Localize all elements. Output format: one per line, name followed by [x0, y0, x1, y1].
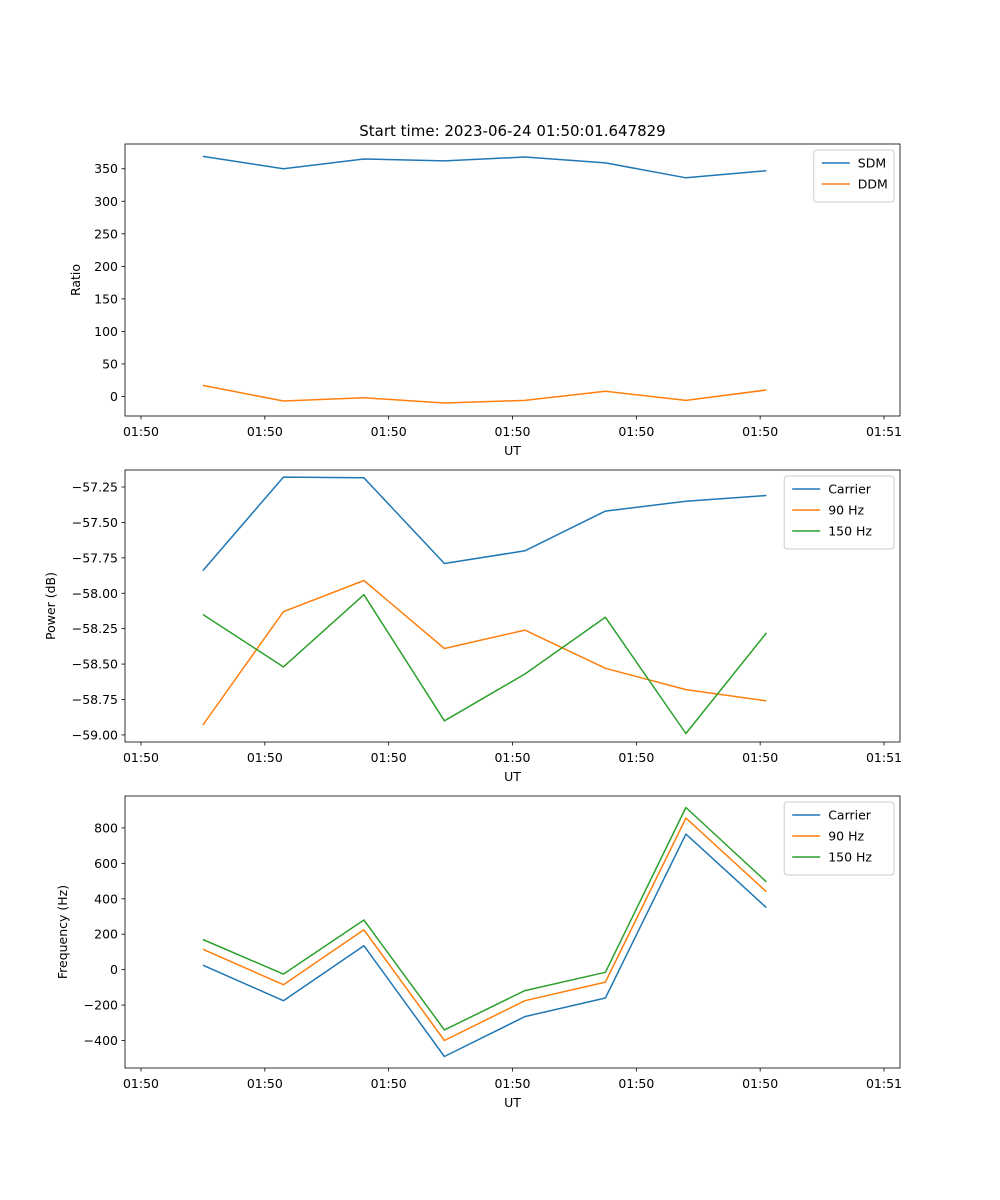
y-tick-label: −400	[84, 1033, 118, 1048]
legend-label: 150 Hz	[828, 524, 872, 539]
series-line-90-hz	[202, 579, 767, 726]
x-tick-label: 01:50	[618, 1076, 654, 1091]
x-tick-label: 01:50	[742, 750, 778, 765]
x-axis-label: UT	[504, 769, 521, 784]
y-tick-label: −58.00	[72, 586, 118, 601]
series-line-carrier	[202, 476, 767, 572]
panel-3: −400 −200 0 200 400 600 800 01:50 01:50 01:50 01:5…	[55, 795, 902, 1110]
x-tick-label: 01:50	[247, 1076, 283, 1091]
legend-label: Carrier	[828, 482, 872, 497]
series-line-150-hz	[202, 806, 767, 1031]
x-tick-label: 01:50	[371, 1076, 407, 1091]
legend: SDM DDM	[813, 149, 895, 203]
x-tick-label: 01:50	[247, 424, 283, 439]
y-tick-label: 400	[94, 891, 118, 906]
y-tick-label: −58.25	[72, 621, 118, 636]
x-tick-label: 01:51	[866, 750, 902, 765]
y-tick-label: −58.75	[72, 692, 118, 707]
x-tick-label: 01:50	[618, 750, 654, 765]
panel-1: 0 50 100 150 200 250 300 350 01:50 01:50 01:50 01:5…	[68, 143, 902, 458]
x-axis-label: UT	[504, 1095, 521, 1110]
legend-label: 150 Hz	[828, 850, 872, 865]
y-tick-label: 200	[94, 259, 118, 274]
legend-label: 90 Hz	[828, 829, 864, 844]
y-tick-label: −59.00	[72, 727, 118, 742]
x-tick-label: 01:50	[123, 424, 159, 439]
y-tick-label: 200	[94, 927, 118, 942]
series-line-sdm	[202, 155, 767, 179]
axes-frame	[124, 143, 901, 417]
y-tick-label: −57.50	[72, 515, 118, 530]
x-tick-label: 01:50	[123, 1076, 159, 1091]
y-tick-label: 600	[94, 856, 118, 871]
y-tick-label: −57.25	[72, 480, 118, 495]
x-tick-label: 01:51	[866, 1076, 902, 1091]
x-tick-label: 01:50	[247, 750, 283, 765]
y-axis-label: Ratio	[68, 264, 83, 296]
y-tick-label: 350	[94, 161, 118, 176]
x-tick-label: 01:50	[618, 424, 654, 439]
y-tick-label: 150	[94, 291, 118, 306]
y-tick-label: 800	[94, 820, 118, 835]
y-tick-label: 50	[102, 356, 118, 371]
y-tick-label: 0	[110, 389, 118, 404]
legend-label: 90 Hz	[828, 503, 864, 518]
x-tick-label: 01:50	[494, 424, 530, 439]
series-line-150-hz	[202, 593, 767, 735]
series-line-ddm	[202, 384, 767, 404]
y-tick-label: 100	[94, 324, 118, 339]
legend-label: Carrier	[828, 808, 872, 823]
x-tick-label: 01:50	[494, 1076, 530, 1091]
y-tick-label: 300	[94, 194, 118, 209]
x-tick-label: 01:50	[742, 424, 778, 439]
y-tick-label: −57.75	[72, 550, 118, 565]
x-tick-label: 01:51	[866, 424, 902, 439]
series-line-90-hz	[202, 817, 767, 1042]
x-tick-label: 01:50	[742, 1076, 778, 1091]
y-axis-label: Power (dB)	[43, 572, 58, 640]
y-tick-label: 250	[94, 226, 118, 241]
y-tick-label: −200	[84, 998, 118, 1013]
y-tick-label: −58.50	[72, 657, 118, 672]
y-tick-label: 0	[110, 962, 118, 977]
series-line-carrier	[202, 833, 767, 1058]
x-tick-label: 01:50	[494, 750, 530, 765]
legend-label: DDM	[858, 177, 888, 192]
legend: Carrier 90 Hz 150 Hz	[783, 801, 895, 876]
figure-title: Start time: 2023-06-24 01:50:01.647829	[359, 122, 665, 140]
panel-2: −59.00 −58.75 −58.50 −58.25 −58.00 −57.75 −57.…	[43, 469, 902, 784]
panels-group: 0 50 100 150 200 250 300 350 01:50 01:50 01:50 01:5…	[43, 143, 902, 1110]
x-axis-label: UT	[504, 443, 521, 458]
legend: Carrier 90 Hz 150 Hz	[783, 475, 895, 550]
x-tick-label: 01:50	[371, 424, 407, 439]
legend-label: SDM	[858, 156, 886, 171]
y-axis-label: Frequency (Hz)	[55, 885, 70, 979]
x-tick-label: 01:50	[123, 750, 159, 765]
x-tick-label: 01:50	[371, 750, 407, 765]
